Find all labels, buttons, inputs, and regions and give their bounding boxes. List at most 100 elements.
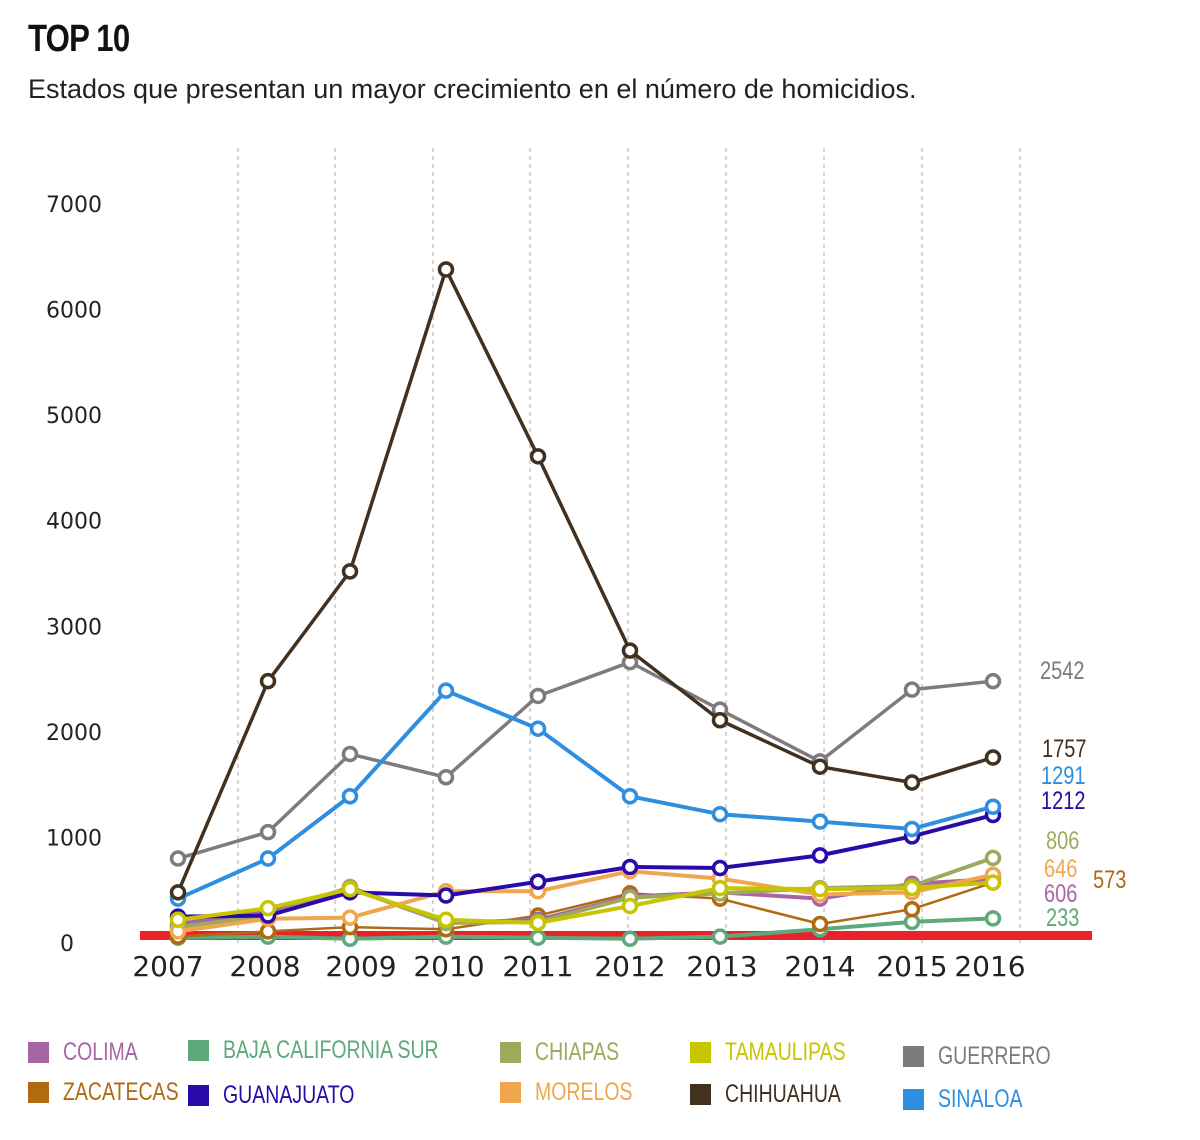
end-label-colima: 606 (1044, 880, 1077, 908)
chart-subtitle: Estados que presentan un mayor crecimien… (28, 74, 917, 104)
data-point-tamaulipas (903, 879, 921, 897)
y-tick-label: 0 (60, 932, 74, 957)
legend-label: GUERRERO (938, 1042, 1051, 1070)
x-tick-label: 2015 (876, 950, 947, 983)
legend-label: MORELOS (535, 1078, 633, 1106)
data-point-baja-california-sur (529, 929, 547, 946)
x-tick-label: 2012 (594, 950, 665, 983)
y-tick-label: 6000 (46, 299, 102, 324)
data-point-sinaloa (437, 682, 455, 699)
data-point-morelos (341, 909, 359, 926)
legend-item-baja-california-sur[interactable]: BAJA CALIFORNIA SUR (188, 1036, 499, 1065)
data-point-chihuahua (341, 563, 359, 580)
legend-swatch (690, 1042, 711, 1063)
legend-item-sinaloa[interactable]: SINALOA (903, 1085, 1046, 1114)
legend-label: SINALOA (938, 1085, 1023, 1113)
y-tick-label: 5000 (46, 404, 102, 429)
legend-label: GUANAJUATO (223, 1081, 355, 1109)
data-point-zacatecas (811, 915, 829, 933)
series-line-morelos (177, 869, 994, 934)
chart-title: TOP 10 (28, 18, 130, 60)
y-tick-label: 3000 (46, 615, 102, 640)
legend-label: CHIAPAS (535, 1038, 620, 1066)
data-point-chihuahua (903, 774, 921, 791)
data-point-chiapas (984, 849, 1002, 867)
series-guerrero (169, 653, 1002, 867)
legend-item-guerrero[interactable]: GUERRERO (903, 1042, 1082, 1071)
data-point-chihuahua (984, 749, 1002, 766)
legend-item-tamaulipas[interactable]: TAMAULIPAS (690, 1038, 880, 1067)
legend-label: BAJA CALIFORNIA SUR (223, 1036, 439, 1064)
legend-item-colima[interactable]: COLIMA (28, 1038, 159, 1067)
end-label-sinaloa: 1291 (1041, 762, 1085, 790)
data-point-sinaloa (903, 820, 921, 838)
x-tick-label: 2013 (686, 950, 757, 983)
data-point-baja-california-sur (711, 928, 729, 945)
series-line-baja-california-sur (177, 916, 994, 941)
legend-label: CHIHUAHUA (725, 1080, 841, 1108)
data-point-tamaulipas (259, 899, 277, 917)
y-tick-label: 1000 (46, 826, 102, 851)
legend-swatch (28, 1082, 49, 1103)
series-chihuahua (169, 261, 1002, 901)
data-point-tamaulipas (621, 897, 639, 915)
legend-item-chihuahua[interactable]: CHIHUAHUA (690, 1080, 874, 1109)
x-tick-label: 2008 (229, 950, 300, 983)
data-point-chihuahua (437, 261, 455, 278)
x-tick-label: 2011 (502, 950, 573, 983)
data-point-sinaloa (621, 788, 639, 805)
legend-swatch (690, 1084, 711, 1105)
data-point-tamaulipas (529, 914, 547, 932)
data-point-sinaloa (711, 805, 729, 823)
data-point-guerrero (259, 823, 277, 841)
legend-swatch (188, 1040, 209, 1061)
x-tick-label: 2009 (325, 950, 396, 983)
data-point-guerrero (437, 769, 455, 786)
y-tick-label: 2000 (46, 721, 102, 746)
end-label-chihuahua: 1757 (1042, 735, 1086, 763)
data-point-guanajuato (711, 859, 729, 877)
data-point-guanajuato (811, 847, 829, 864)
legend-item-guanajuato[interactable]: GUANAJUATO (188, 1081, 392, 1110)
data-point-chihuahua (169, 884, 187, 901)
data-point-chihuahua (621, 642, 639, 659)
x-tick-label: 2016 (954, 950, 1025, 983)
series-line-sinaloa (177, 688, 994, 901)
end-label-baja-california-sur: 233 (1046, 904, 1079, 932)
legend-swatch (903, 1089, 924, 1110)
data-point-tamaulipas (341, 880, 359, 898)
data-point-tamaulipas (711, 879, 729, 897)
legend-swatch (500, 1082, 521, 1103)
data-point-chihuahua (259, 672, 277, 690)
data-point-chihuahua (711, 711, 729, 729)
data-point-guerrero (984, 672, 1002, 690)
data-point-zacatecas (903, 900, 921, 918)
data-point-tamaulipas (811, 880, 829, 898)
grid-lines (237, 148, 1021, 943)
legend-item-chiapas[interactable]: CHIAPAS (500, 1038, 643, 1067)
series-group (169, 261, 1002, 948)
data-point-sinaloa (259, 850, 277, 867)
legend-item-morelos[interactable]: MORELOS (500, 1078, 660, 1107)
data-point-guanajuato (621, 858, 639, 876)
legend-swatch (188, 1085, 209, 1106)
end-label-chiapas: 806 (1046, 827, 1079, 855)
y-tick-label: 4000 (46, 510, 102, 535)
x-tick-label: 2007 (132, 950, 203, 983)
legend-swatch (28, 1042, 49, 1063)
end-label-zacatecas: 573 (1093, 866, 1126, 894)
data-point-tamaulipas (169, 911, 187, 929)
series-tamaulipas (169, 874, 1002, 932)
legend-swatch (500, 1042, 521, 1063)
data-point-sinaloa (529, 720, 547, 737)
data-point-baja-california-sur (984, 910, 1002, 927)
data-point-chihuahua (529, 448, 547, 465)
series-line-guerrero (177, 660, 994, 861)
x-tick-label: 2010 (413, 950, 484, 983)
data-point-guanajuato (437, 887, 455, 904)
legend-item-zacatecas[interactable]: ZACATECAS (28, 1078, 211, 1107)
y-tick-label: 7000 (46, 193, 102, 218)
legend-label: ZACATECAS (63, 1078, 179, 1106)
series-line-zacatecas (177, 881, 994, 938)
